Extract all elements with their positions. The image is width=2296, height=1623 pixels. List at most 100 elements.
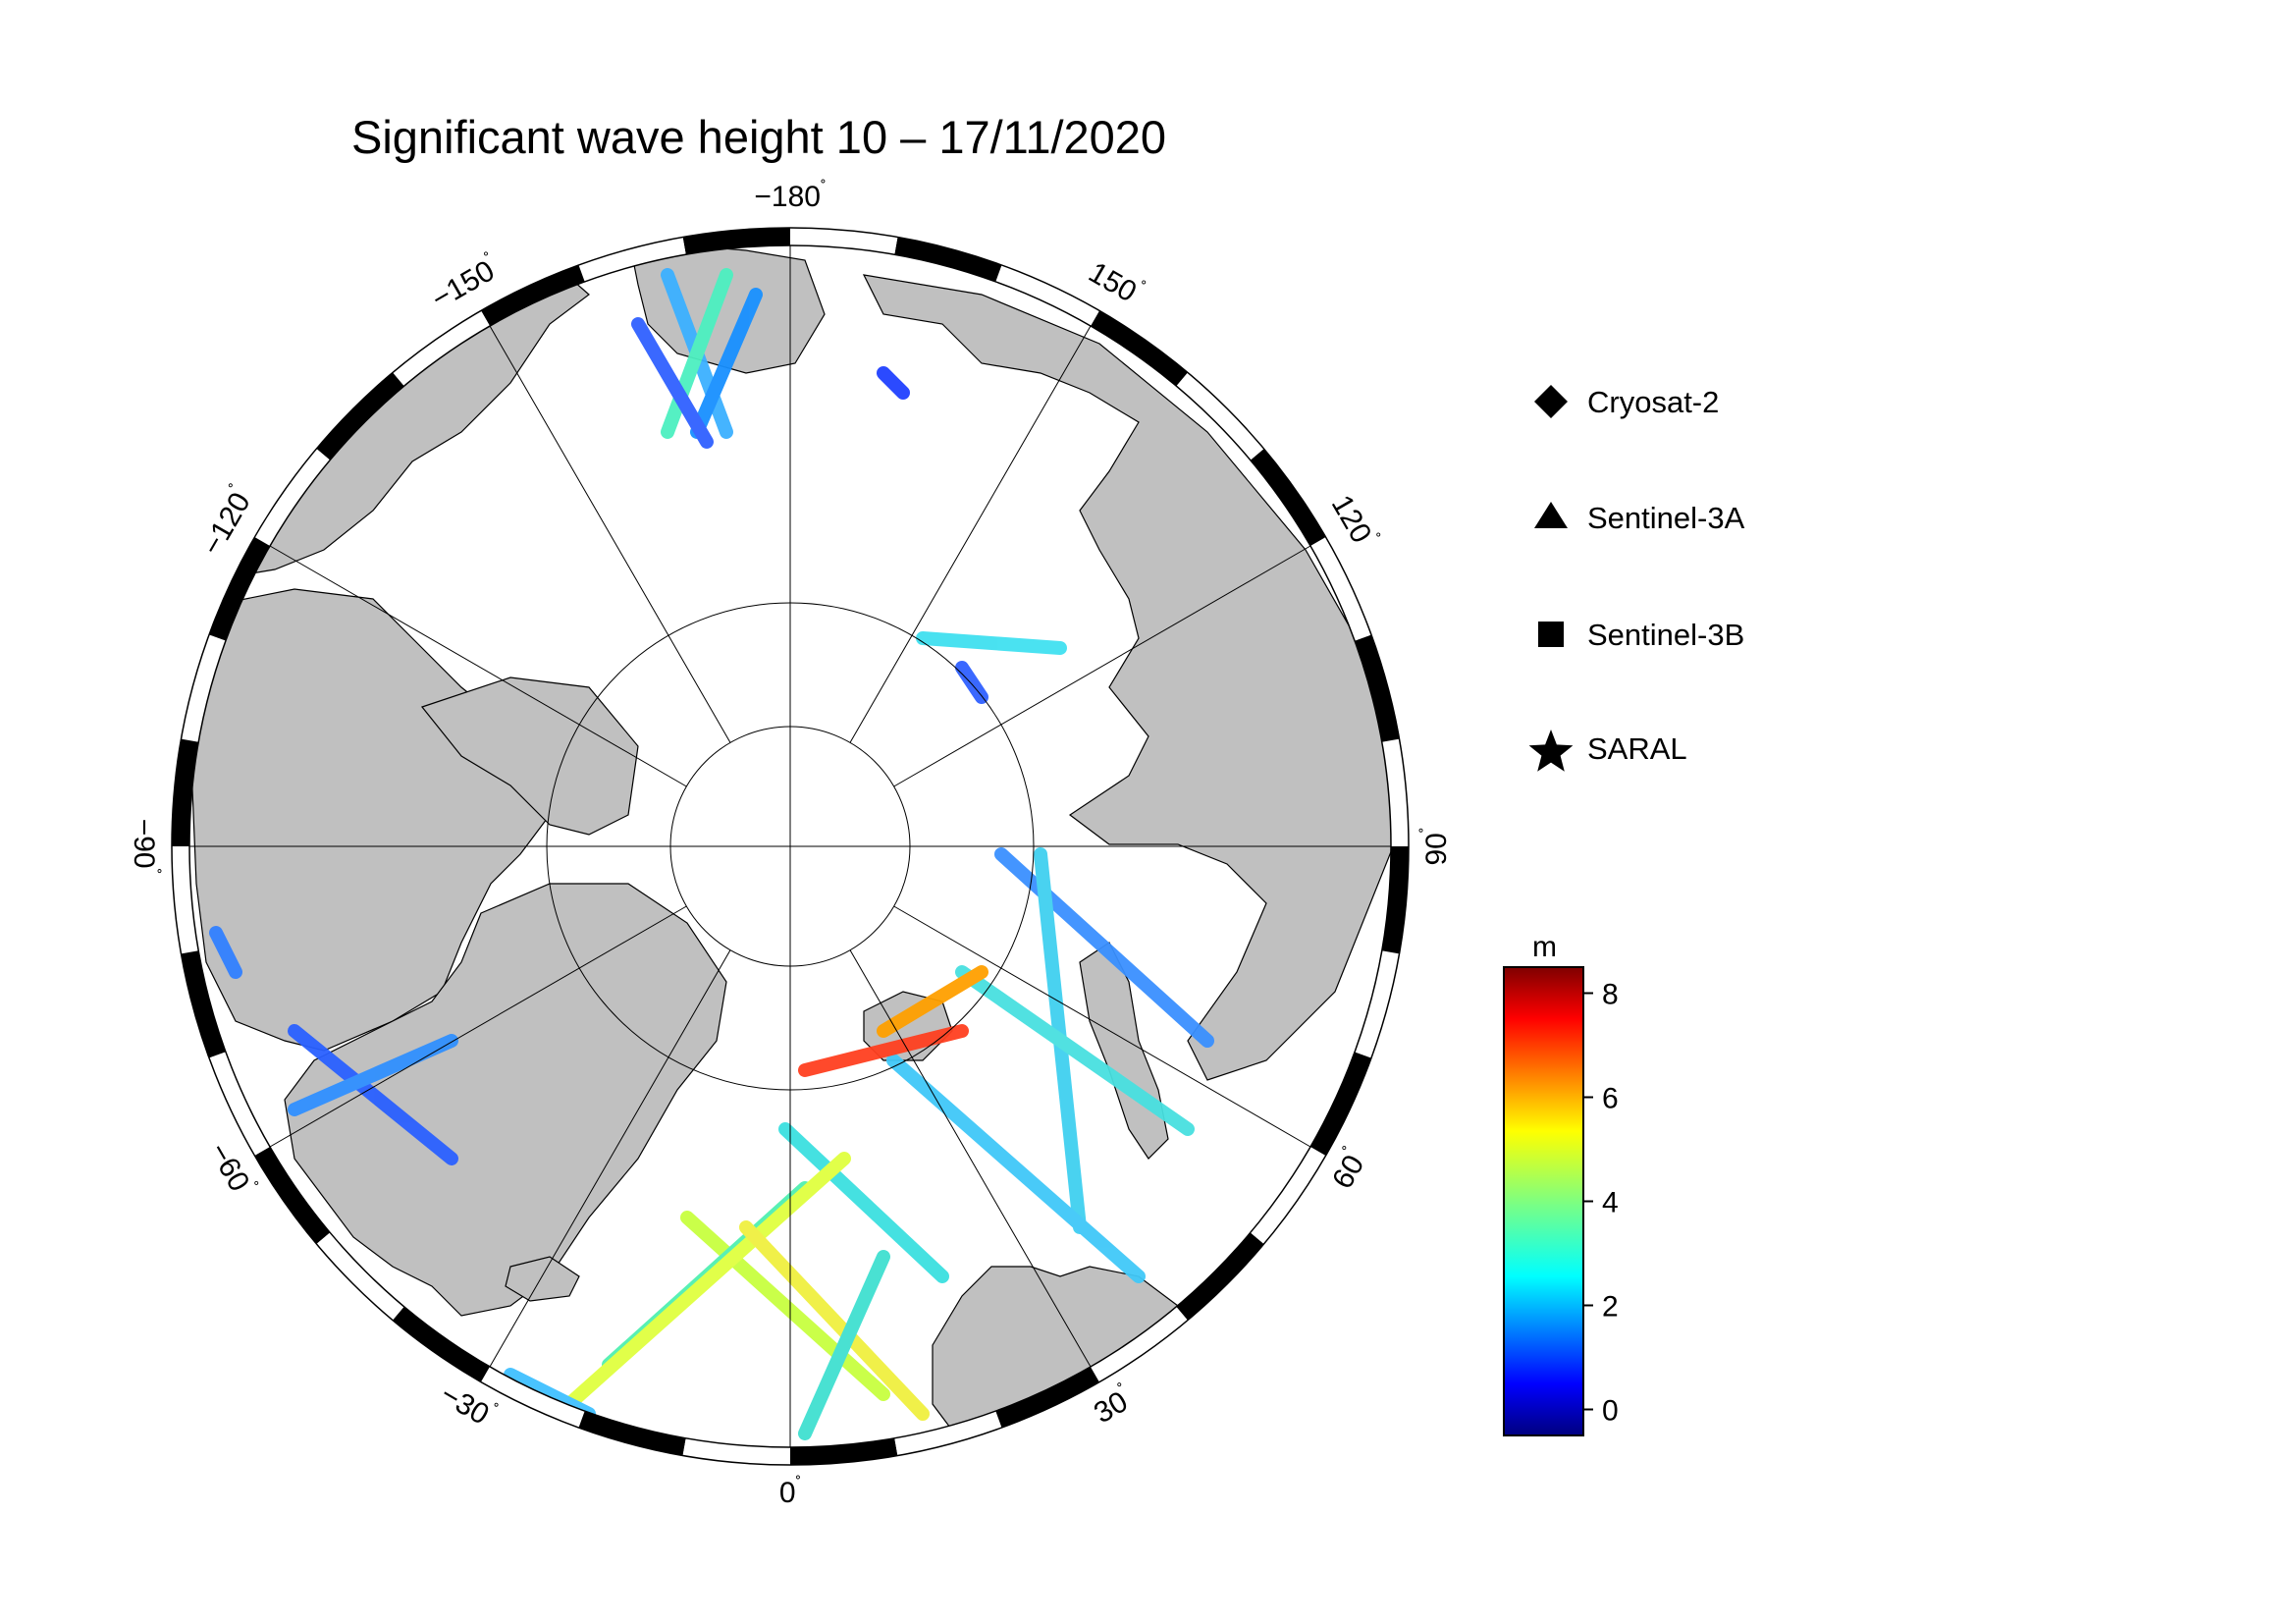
legend-item-saral: SARAL [1528,730,1687,772]
frame-outer-outline [171,227,1410,1466]
longitude-label: 120˚ [1325,489,1383,554]
frame-segment [894,1411,1002,1456]
polar-map: −180˚−150˚−120˚−90˚−60˚−30˚0˚30˚60˚90˚12… [128,178,1453,1508]
frame-segment [1176,372,1264,460]
longitude-label: 30˚ [1088,1380,1139,1430]
graticule [189,245,1391,1447]
longitude-label: 0˚ [779,1474,801,1508]
frame-segment [682,228,791,255]
frame-segment [481,1366,585,1429]
frame-segment [995,264,1099,327]
frame-segment [1250,449,1326,547]
meridian-line [849,325,1092,743]
frame-segment [682,1437,791,1465]
track-segment [798,1024,969,1077]
frame-segment [1309,537,1372,641]
legend-label: Cryosat-2 [1587,385,1719,419]
track-segment [288,1034,458,1116]
meridian-line [489,325,731,743]
frame-segment [789,1437,898,1465]
legend-label: Sentinel-3A [1587,501,1745,535]
frame-segment [1250,1146,1326,1244]
longitude-label: 150˚ [1083,254,1148,312]
longitude-label: −180˚ [754,178,826,212]
frame-segment [894,237,1002,282]
frame-segment [578,237,686,282]
frame-segment [316,1232,404,1321]
frame-segment [393,310,491,387]
frame-segment [208,1052,271,1156]
meridian-line [489,949,731,1368]
frame-segment [1176,1232,1264,1321]
track-segment [562,1152,851,1411]
track-segment [680,1211,890,1401]
colorbar-ticks: 0 2 4 6 8 [1583,979,1619,1428]
legend: Cryosat-2 Sentinel-3A Sentinel-3B SARAL [1528,385,1745,772]
track-segment [778,1122,949,1283]
diamond-icon [1534,385,1568,418]
frame-segment [254,449,331,547]
frame-segment [1381,845,1409,954]
frame-segment [789,228,898,255]
frame-segment [1090,1306,1188,1382]
colorbar-unit: m [1532,931,1557,963]
legend-label: SARAL [1587,731,1687,766]
triangle-icon [1534,502,1568,528]
frame-segment [1355,950,1400,1058]
star-icon [1528,730,1574,772]
track-segment [661,268,733,439]
colorbar-gradient [1503,966,1584,1436]
track-segment [994,847,1214,1048]
land-greenland [284,883,727,1317]
legend-item-sentinel-3a: Sentinel-3A [1534,501,1745,535]
frame-segment [254,1146,331,1244]
colorbar-tick-label: 2 [1602,1291,1619,1324]
frame-segment [578,1411,686,1456]
meridian-line [269,545,687,787]
frame-segment [1381,738,1409,847]
track-segment [739,1220,930,1421]
colorbar-tick-label: 4 [1602,1187,1619,1219]
frame-segment [181,950,226,1058]
land-iceland [505,1256,580,1302]
frame-segment [316,372,404,460]
track-segment [877,366,910,400]
meridian-line [269,905,687,1148]
map-outline [188,244,1392,1448]
meridian-line [849,949,1092,1368]
track-segment [798,1250,890,1440]
frame-segment [172,738,199,847]
frame-segment [1309,1052,1372,1156]
longitude-label: −90˚ [128,819,162,875]
meridian-line [893,905,1311,1148]
map-title: Significant wave height 10 – 17/11/2020 [351,111,1166,163]
track-segment [631,317,714,449]
meridian-line [893,545,1311,787]
frame-segment [481,264,585,327]
frame-segment [181,634,226,742]
frame-segment [172,845,199,954]
colorbar: m 0 2 4 6 8 [1503,931,1619,1436]
track-segment [916,631,1067,655]
legend-label: Sentinel-3B [1587,618,1744,652]
track-segment [877,965,988,1038]
colorbar-tick-label: 0 [1602,1395,1619,1428]
frame-segment [1355,634,1400,742]
longitude-label: 60˚ [1324,1144,1373,1195]
legend-item-cryosat-2: Cryosat-2 [1534,385,1719,419]
square-icon [1538,622,1564,647]
frame-segment [1090,310,1188,387]
colorbar-tick-label: 6 [1602,1083,1619,1115]
colorbar-tick-label: 8 [1602,979,1619,1011]
legend-item-sentinel-3b: Sentinel-3B [1538,618,1744,652]
map-frame [172,228,1409,1465]
track-segment [209,926,242,979]
frame-segment [995,1366,1099,1429]
longitude-label: 90˚ [1417,827,1452,865]
track-segment [288,1024,458,1165]
track-segment [955,965,1195,1136]
frame-segment [208,537,271,641]
track-segment [690,288,763,439]
frame-segment [393,1306,491,1382]
